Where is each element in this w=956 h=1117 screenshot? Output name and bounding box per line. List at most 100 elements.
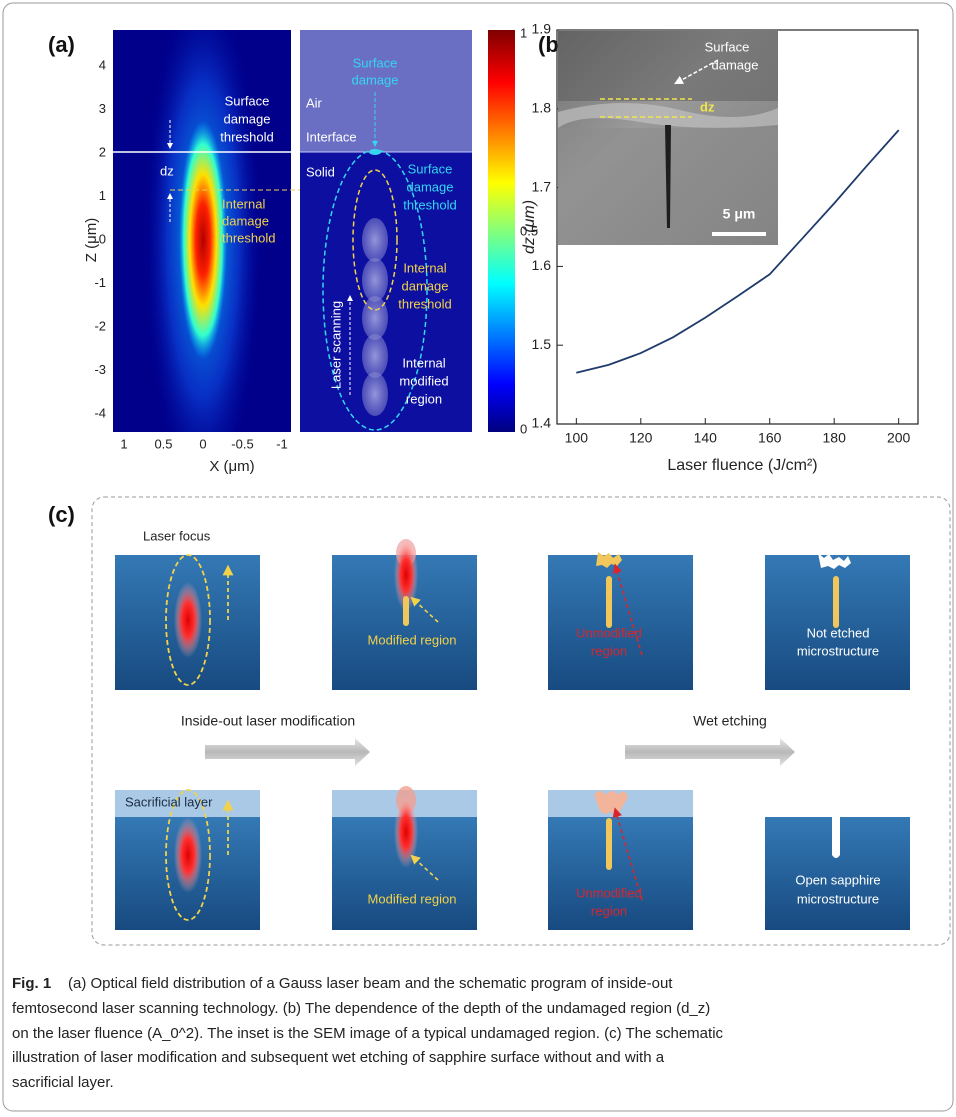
shape-line [612,807,643,901]
step-label: Inside-out laser modification [181,713,355,729]
sem-layer [558,102,778,128]
x-axis-label: Laser fluence (J/cm²) [667,457,817,474]
annotation: damage [222,213,269,228]
axis-label: Z (μm) [83,218,100,262]
z-tick-label: 3 [99,101,106,116]
annotation: Surface [225,93,270,108]
shape-g: 4 3 2 1 0 -1 -2 -3 -4 1 0.5 0 -0.5 -1 1 0.5 0 [94,25,538,451]
z-tick-label: 0 [99,231,106,246]
shape-ellipse [174,817,202,893]
data-line [576,129,900,374]
shape-ellipse [394,796,418,868]
x-tick-label: 0 [199,436,206,451]
y-tick-label: 1.7 [532,178,552,194]
heatmap [113,30,291,432]
annotation: Internal [403,260,446,275]
pointer [674,59,719,85]
shape-rect [833,576,839,628]
shape-ellipse [362,334,388,378]
shape-ellipse [362,258,388,302]
annotation: Sacrificial layer [125,794,213,809]
annotation: Laser scanning [328,301,343,389]
inset-annotation: damage [712,57,759,72]
x-tick-label: 180 [823,430,847,446]
schematic [300,30,472,432]
colorbar-tick-label: 1 [520,25,527,40]
annotation: region [591,643,627,658]
x-tick-label: -1 [276,436,288,451]
x-tick-label: 200 [887,430,911,446]
y-axis-label: dz (μm) [521,200,538,254]
annotation: Open sapphire [795,872,880,887]
annotation: dz [160,163,174,178]
shape-line [612,563,643,656]
schematic [115,539,910,930]
annotation: Internal [402,355,445,370]
x-tick-label: 100 [565,430,589,446]
x-tick-label: 1 [120,436,127,451]
annotation: Laser focus [143,528,211,543]
annotation: threshold [403,197,456,212]
z-tick-label: 1 [99,188,106,203]
caption-line: (a) Optical field distribution of a Gaus… [68,975,673,992]
x-tick-label: 160 [758,430,782,446]
annotation: threshold [220,129,273,144]
shape-rect [403,596,409,626]
colorbar [488,30,515,432]
shape-line [410,596,439,623]
annotation: Modified region [368,632,457,647]
z-tick-label: -1 [94,275,106,290]
x-tick-label: 140 [694,430,718,446]
annotation: damage [407,179,454,194]
y-tick-label: 1.5 [532,336,552,352]
annotation: Internal [222,196,265,211]
shape-rect [548,817,693,930]
annotation: Air [306,95,323,110]
shape-rect [606,576,612,628]
scale-bar [712,232,766,236]
panel-label: (c) [48,502,75,527]
shape-ellipse [352,169,398,311]
annotation: threshold [398,296,451,311]
axis-label: X (μm) [209,458,254,475]
shape-rect [115,790,260,817]
annotation: region [406,391,442,406]
shape-ellipse [394,539,418,611]
z-tick-label: -2 [94,318,106,333]
y-tick-label: 1.4 [532,415,552,431]
shape-rect [548,555,693,690]
shape-ellipse [369,149,381,155]
shape-rect [300,30,472,152]
z-tick-label: -4 [94,405,106,420]
annotation: Surface [408,161,453,176]
step-label: Wet etching [693,713,767,729]
annotation: Unmodified [576,625,642,640]
shape-line [410,854,439,881]
caption-line: on the laser fluence (A_0^2). The inset … [12,1025,724,1042]
plot-frame [556,29,919,425]
inset-annotation: Surface [705,39,750,54]
colorbar-tick-label: 0.5 [520,223,538,238]
colorbar-tick-label: 0 [520,421,527,436]
caption-line: sacrificial layer. [12,1074,114,1091]
caption-line: femtosecond laser scanning technology. (… [12,1000,710,1017]
annotation: damage [352,72,399,87]
shape-polygon [205,738,370,766]
annotation: Solid [306,164,335,179]
y-tick-label: 1.8 [532,100,552,116]
shape-ellipse [174,582,202,658]
annotation: damage [224,111,271,126]
inset-image: Surface damage dz 5 μm [558,31,778,245]
x-tick-label: 120 [629,430,653,446]
annotation: Unmodified [576,885,642,900]
shape-ellipse [362,372,388,416]
annotation: microstructure [797,891,879,906]
z-tick-label: 4 [99,57,106,72]
z-tick-label: -3 [94,362,106,377]
y-tick-label: 1.9 [532,21,552,37]
caption-line: illustration of laser modification and s… [12,1049,665,1066]
annotation: region [591,903,627,918]
annotation: Surface [353,55,398,70]
y-tick-label: 1.6 [532,257,552,273]
